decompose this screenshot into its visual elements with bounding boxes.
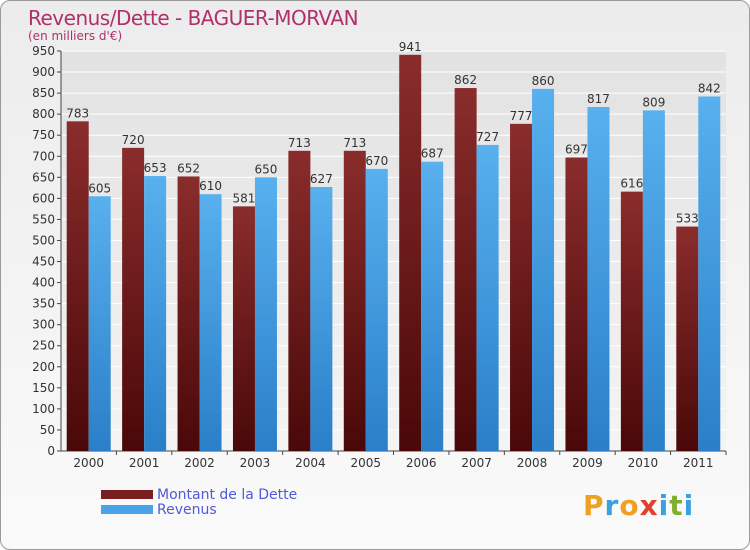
- bar-revenus: [532, 88, 555, 451]
- data-label-revenus: 653: [144, 161, 167, 175]
- legend-label-dette: Montant de la Dette: [157, 487, 298, 503]
- bar-revenus: [421, 161, 444, 451]
- proxiti-logo: Proxiti: [583, 489, 694, 522]
- bar-dette: [620, 191, 643, 451]
- data-label-revenus: 727: [476, 130, 499, 144]
- bar-dette: [565, 157, 588, 452]
- y-tick-label: 250: [32, 339, 55, 353]
- y-tick-label: 500: [32, 233, 55, 247]
- logo-letter: x: [639, 489, 659, 522]
- logo-letter: P: [583, 489, 605, 522]
- bar-revenus: [144, 176, 167, 452]
- logo-letter: o: [619, 489, 640, 522]
- y-tick-label: 100: [32, 402, 55, 416]
- y-tick-label: 300: [32, 318, 55, 332]
- bar-revenus: [476, 144, 499, 452]
- data-label-dette: 581: [233, 191, 256, 205]
- bar-revenus: [88, 196, 111, 451]
- bar-dette: [288, 150, 311, 451]
- y-tick-label: 0: [47, 444, 55, 458]
- bar-dette: [676, 226, 699, 451]
- bar-revenus: [199, 194, 222, 451]
- bar-dette: [177, 176, 200, 451]
- data-label-revenus: 605: [88, 181, 111, 195]
- legend-label-revenus: Revenus: [157, 502, 217, 518]
- x-tick-label: 2004: [295, 456, 326, 470]
- bar-revenus: [310, 187, 333, 451]
- y-tick-label: 800: [32, 107, 55, 121]
- bar-revenus: [254, 177, 277, 451]
- data-label-revenus: 610: [199, 179, 222, 193]
- data-label-revenus: 627: [310, 172, 333, 186]
- bar-revenus: [365, 168, 388, 452]
- chart-subtitle: (en milliers d'€): [28, 29, 123, 43]
- data-label-dette: 713: [343, 136, 366, 150]
- data-label-dette: 616: [620, 177, 643, 191]
- legend-swatch-revenus: [101, 505, 153, 514]
- logo-letter: t: [669, 489, 684, 522]
- y-tick-label: 150: [32, 381, 55, 395]
- y-tick-label: 650: [32, 170, 55, 184]
- data-label-revenus: 670: [365, 154, 388, 168]
- legend-swatch-dette: [101, 490, 153, 499]
- y-tick-label: 950: [32, 44, 55, 58]
- x-tick-label: 2003: [240, 456, 271, 470]
- bar-revenus: [587, 107, 610, 451]
- data-label-revenus: 809: [642, 95, 665, 109]
- y-tick-label: 600: [32, 191, 55, 205]
- data-label-dette: 783: [66, 106, 89, 120]
- logo-letter: i: [658, 489, 670, 522]
- bar-dette: [232, 206, 255, 451]
- x-tick-label: 2000: [73, 456, 104, 470]
- logo-letter: r: [604, 489, 620, 522]
- plot-area: [61, 51, 726, 451]
- data-label-revenus: 687: [421, 147, 444, 161]
- x-tick-label: 2002: [184, 456, 215, 470]
- y-tick-label: 450: [32, 255, 55, 269]
- x-tick-label: 2010: [628, 456, 659, 470]
- y-tick-label: 700: [32, 149, 55, 163]
- y-tick-label: 200: [32, 360, 55, 374]
- x-tick-label: 2005: [351, 456, 382, 470]
- logo-letter: i: [683, 489, 695, 522]
- x-tick-label: 2008: [517, 456, 548, 470]
- bar-revenus: [698, 96, 721, 451]
- x-tick-label: 2009: [572, 456, 603, 470]
- y-tick-label: 850: [32, 86, 55, 100]
- data-label-dette: 697: [565, 143, 588, 157]
- y-tick-label: 900: [32, 65, 55, 79]
- x-tick-label: 2001: [129, 456, 160, 470]
- data-label-revenus: 860: [532, 74, 555, 88]
- bar-dette: [510, 123, 533, 451]
- chart-title: Revenus/Dette - BAGUER-MORVAN: [28, 6, 359, 30]
- bar-dette: [343, 150, 366, 451]
- data-label-revenus: 650: [255, 162, 278, 176]
- x-tick-label: 2011: [683, 456, 714, 470]
- data-label-dette: 777: [510, 109, 533, 123]
- data-label-dette: 652: [177, 161, 200, 175]
- y-tick-label: 50: [40, 423, 55, 437]
- data-label-dette: 713: [288, 136, 311, 150]
- y-tick-label: 400: [32, 276, 55, 290]
- y-tick-label: 350: [32, 297, 55, 311]
- data-label-revenus: 842: [698, 81, 721, 95]
- y-tick-label: 550: [32, 212, 55, 226]
- data-label-dette: 862: [454, 73, 477, 87]
- x-tick-label: 2006: [406, 456, 437, 470]
- y-tick-label: 750: [32, 128, 55, 142]
- data-label-dette: 941: [399, 40, 422, 54]
- bar-dette: [399, 54, 422, 451]
- bar-revenus: [642, 110, 665, 452]
- bar-dette: [122, 147, 145, 451]
- data-label-dette: 533: [676, 212, 699, 226]
- bar-dette: [454, 88, 477, 451]
- bar-dette: [66, 121, 89, 451]
- data-label-revenus: 817: [587, 92, 610, 106]
- x-tick-label: 2007: [461, 456, 492, 470]
- data-label-dette: 720: [122, 133, 145, 147]
